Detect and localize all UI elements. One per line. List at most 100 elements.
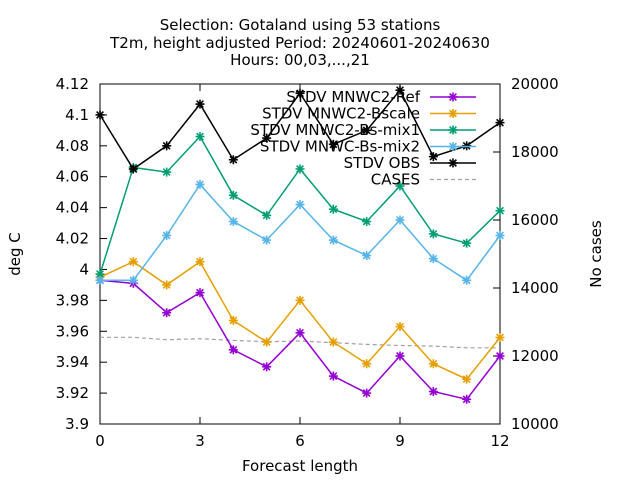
data-point [95,110,105,120]
marker-stroke [129,276,138,285]
y-tick-label: 4.08 [56,137,89,155]
marker-stroke [362,251,371,260]
data-point [228,315,238,325]
marker-stroke [462,276,471,285]
data-point [295,295,305,305]
marker-stroke [296,165,304,173]
data-point [162,141,172,151]
marker-stroke [449,93,457,101]
data-point [228,217,238,227]
marker-stroke [96,270,104,279]
data-point [162,167,172,177]
data-point [262,235,272,245]
legend-marker [448,158,458,168]
data-point [262,362,272,372]
data-point [362,359,372,369]
marker-stroke [96,110,104,119]
marker-stroke [449,159,457,167]
marker-stroke [262,362,271,371]
data-point [395,322,405,332]
data-point [395,215,405,225]
y-tick-label: 4.1 [65,106,89,124]
marker-stroke [396,182,404,190]
data-point [462,394,472,404]
data-point [195,132,205,142]
marker-stroke [396,216,404,224]
y-tick-label: 3.98 [56,291,89,309]
legend-label: STDV OBS [344,154,420,172]
data-point [362,125,372,135]
marker-stroke [229,155,238,164]
series-line [100,183,501,282]
marker-stroke [496,206,504,215]
marker-stroke [429,152,438,161]
marker-stroke [329,338,338,347]
marker-stroke [429,387,438,396]
y-tick-label: 4.04 [56,199,89,217]
marker-stroke [329,140,338,149]
marker-stroke [429,254,438,263]
data-point [128,164,138,174]
marker-stroke [296,328,304,337]
x-axis-label: Forecast length [242,457,358,475]
x-tick-label: 6 [295,432,305,450]
marker-stroke [429,229,438,238]
y-tick-label: 3.92 [56,384,89,402]
y-tick-label: 4 [79,260,89,278]
data-point [428,387,438,397]
legend-marker [448,92,458,102]
marker-stroke [496,231,504,240]
y-axis-label: deg C [6,232,24,276]
title-line-1: Selection: Gotaland using 53 stations [160,16,441,34]
series-cases [100,336,500,349]
data-point [395,351,405,361]
legend-marker [448,125,458,135]
data-point [95,275,105,285]
y2-axis: 10000 12000 14000 16000 18000 20000 [493,75,559,433]
data-point [428,359,438,369]
marker-stroke [196,288,204,297]
marker-stroke [429,359,438,368]
data-point [462,374,472,384]
marker-stroke [162,168,171,177]
marker-stroke [449,109,457,118]
marker-stroke [229,217,238,226]
series-stdv-mnwc2-bscale [95,257,505,384]
marker-stroke [262,134,271,143]
series-line [99,260,501,381]
data-point [328,139,338,149]
marker-stroke [329,372,338,381]
y-tick-label: 3.9 [65,415,89,433]
data-point [395,181,405,191]
y2-tick-label: 10000 [511,415,559,433]
series-layer [95,85,505,404]
data-point [328,371,338,381]
data-point [495,332,505,342]
data-point [295,200,305,210]
marker-stroke [396,322,404,331]
data-point [495,206,505,216]
marker-stroke [496,333,504,342]
marker-stroke [449,142,457,151]
title-line-3: Hours: 00,03,...,21 [230,51,370,69]
series-stdv-mnwc2-ref [95,275,505,404]
marker-stroke [449,126,457,134]
x-tick-label: 0 [95,432,105,450]
data-point [262,337,272,347]
marker-stroke [496,352,504,360]
marker-stroke [296,200,304,209]
marker-stroke [462,375,471,384]
data-point [362,388,372,398]
marker-stroke [129,257,138,266]
data-point [495,351,505,361]
data-point [428,229,438,239]
data-point [128,257,138,267]
series-line [100,336,500,349]
data-point [228,190,238,200]
title-line-2: T2m, height adjusted Period: 20240601-20… [109,34,490,52]
marker-stroke [296,89,304,98]
y2-axis-label: No cases [587,220,605,288]
legend-label: CASES [371,171,420,189]
marker-stroke [229,345,238,354]
